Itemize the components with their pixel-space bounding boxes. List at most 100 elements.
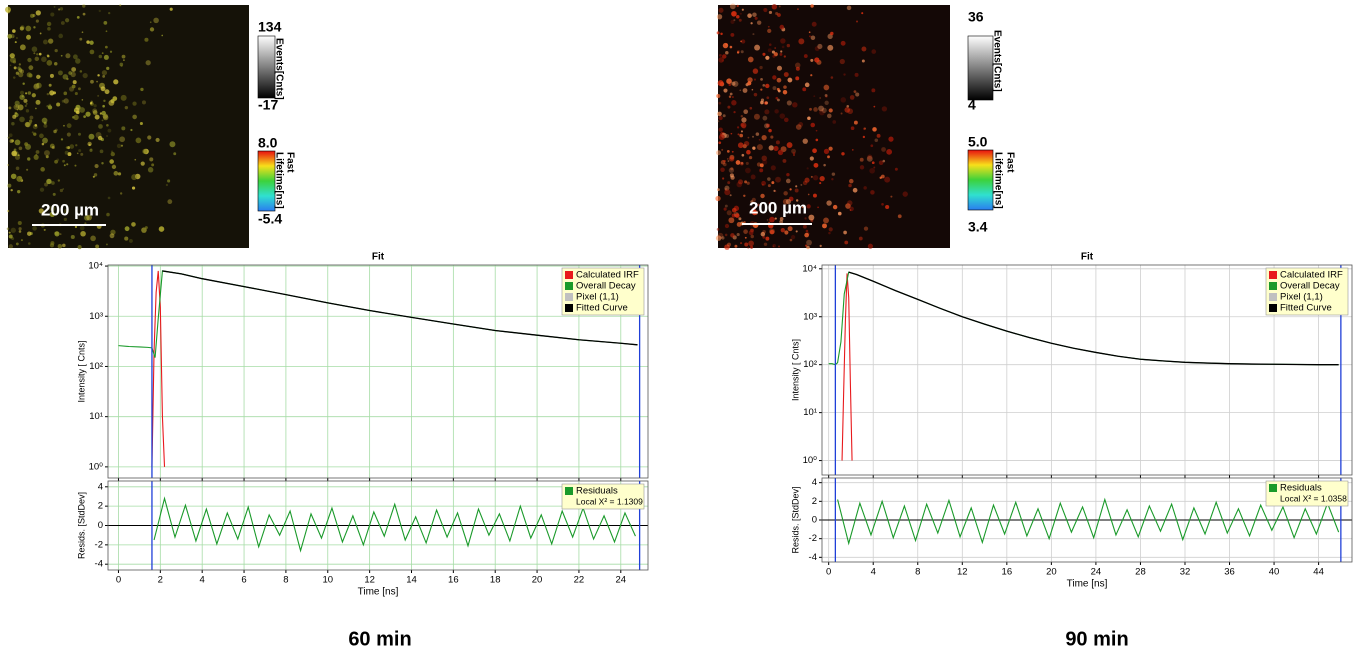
caption: 90 min [1065, 628, 1128, 650]
x-tick-label: 12 [364, 575, 375, 586]
flim-image [715, 3, 950, 250]
legend-swatch [565, 293, 573, 301]
series-line [151, 270, 166, 467]
legend-swatch [565, 487, 573, 495]
x-tick-label: 4 [200, 575, 205, 586]
legend-label: Residuals [576, 486, 618, 497]
legend [561, 267, 645, 316]
y-tick-label: 0 [812, 515, 817, 526]
colorbar-min: 3.4 [968, 219, 988, 235]
x-tick-label: 16 [1002, 567, 1013, 578]
y-tick-label: 10⁰ [803, 455, 818, 466]
y-tick-label: 4 [812, 477, 817, 488]
x-tick-label: 12 [957, 567, 968, 578]
y-tick-label: 10¹ [89, 411, 103, 422]
colorbar-label: Lifetime[ns] [273, 152, 284, 209]
plot-frame [107, 264, 649, 479]
annotation: Local X² = 1.0358 [1280, 493, 1347, 503]
colorbar-label: Fast [1004, 152, 1015, 173]
legend [1265, 480, 1349, 507]
x-tick-label: 0 [116, 575, 121, 586]
y-axis-label: Intensity [ Cnts] [790, 339, 800, 401]
x-tick-label: 32 [1180, 567, 1191, 578]
legend-swatch [1269, 271, 1277, 279]
series-group [837, 497, 1340, 546]
series-line [837, 497, 1340, 546]
legend-swatch [565, 271, 573, 279]
colorbar-label: Events[Cnts] [991, 30, 1002, 92]
x-tick-label: 8 [915, 567, 920, 578]
colorbar-max: 8.0 [258, 135, 278, 151]
x-tick-label: 28 [1135, 567, 1146, 578]
legend-swatch [1269, 304, 1277, 312]
legend-label: Fitted Curve [576, 303, 628, 314]
plot-area [108, 265, 648, 478]
series-line [848, 271, 1339, 366]
x-tick-label: 20 [532, 575, 543, 586]
y-tick-label: 10⁰ [89, 461, 104, 472]
y-axis-label: Resids. [StdDev] [790, 486, 800, 553]
y-tick-label: -2 [809, 533, 817, 544]
plot-frame [821, 477, 1353, 563]
colorbar-min: 4 [968, 97, 976, 113]
colorbar-min: -17 [258, 97, 278, 113]
x-tick-label: 22 [574, 575, 585, 586]
lifetime-colorbar [967, 149, 994, 211]
x-tick-label: 16 [448, 575, 459, 586]
legend-label: Residuals [1280, 483, 1322, 494]
y-tick-label: 10¹ [803, 407, 817, 418]
plot-frame [821, 264, 1353, 476]
y-tick-label: 2 [98, 501, 103, 512]
y-tick-label: -4 [809, 552, 817, 563]
x-tick-label: 4 [871, 567, 876, 578]
series-group [153, 496, 636, 553]
flim-image [5, 4, 249, 250]
events-colorbar [967, 35, 994, 101]
series-line [153, 496, 636, 553]
y-axis-label: Intensity [ Cnts] [76, 340, 86, 402]
x-tick-label: 0 [826, 567, 831, 578]
x-tick-label: 24 [1091, 567, 1102, 578]
lifetime-colorbar [257, 150, 276, 212]
series-line [162, 270, 638, 346]
y-tick-label: 4 [98, 481, 103, 492]
colorbar-max: 5.0 [968, 134, 988, 150]
colorbar-max: 134 [258, 19, 282, 35]
y-tick-label: 2 [812, 496, 817, 507]
legend-label: Pixel (1,1) [1280, 292, 1323, 303]
events-colorbar [257, 35, 276, 99]
y-tick-label: -2 [95, 539, 103, 550]
y-tick-label: 10³ [89, 311, 103, 322]
legend-swatch [565, 282, 573, 290]
series-line [841, 273, 853, 461]
colorbar-min: -5.4 [258, 211, 282, 227]
legend-swatch [1269, 282, 1277, 290]
legend-swatch [1269, 484, 1277, 492]
legend-swatch [1269, 293, 1277, 301]
y-tick-label: 0 [98, 520, 103, 531]
legend-label: Calculated IRF [1280, 270, 1343, 281]
x-tick-label: 20 [1046, 567, 1057, 578]
y-tick-label: 10⁴ [802, 263, 817, 274]
x-tick-label: 44 [1313, 567, 1324, 578]
colorbar-label: Fast [284, 152, 295, 173]
x-tick-label: 18 [490, 575, 501, 586]
annotation: Local X² = 1.1309 [576, 496, 643, 506]
series-group [828, 271, 1339, 461]
x-axis-label: Time [ns] [1067, 579, 1108, 590]
legend-label: Fitted Curve [1280, 303, 1332, 314]
x-tick-label: 24 [616, 575, 627, 586]
colorbar-label: Events[Cnts] [273, 38, 284, 100]
x-tick-label: 8 [283, 575, 288, 586]
legend-label: Overall Decay [1280, 281, 1340, 292]
chart-title: Fit [372, 252, 385, 263]
y-axis-label: Resids. [StdDev] [76, 492, 86, 559]
chart-title: Fit [1081, 252, 1094, 263]
x-tick-label: 40 [1269, 567, 1280, 578]
legend-swatch [565, 304, 573, 312]
